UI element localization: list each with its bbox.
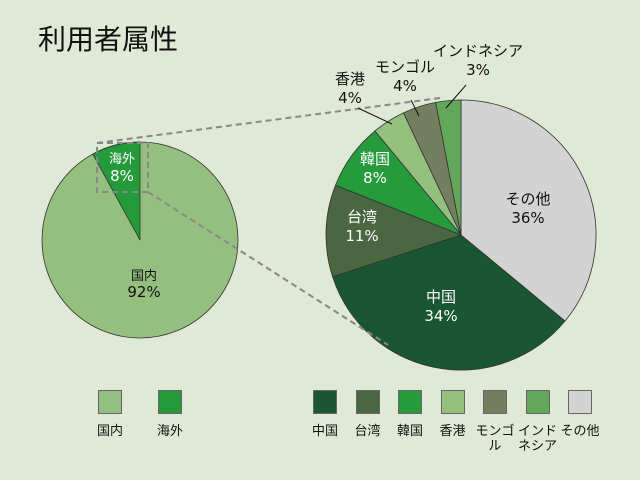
leader-line-mongolia bbox=[410, 99, 420, 117]
legend-swatch bbox=[355, 390, 380, 414]
pie-slice-1-2 bbox=[325, 184, 463, 278]
label-value-5: 4% bbox=[393, 77, 417, 95]
legend-item-6: インドネシア bbox=[516, 390, 560, 454]
label-value-6: 3% bbox=[466, 61, 490, 79]
legend-item-overseas: 海外 bbox=[148, 390, 192, 439]
legend-item-2: 台湾 bbox=[346, 390, 390, 439]
label-name-2: 台湾 bbox=[347, 208, 377, 226]
pie-slice-1-0 bbox=[460, 99, 597, 322]
connector-line-bottom bbox=[147, 191, 389, 346]
legend-label: 海外 bbox=[156, 424, 183, 439]
label-name-4: 香港 bbox=[335, 70, 365, 88]
label-overseas-value: 8% bbox=[110, 167, 134, 185]
label-domestic-value: 92% bbox=[127, 283, 160, 301]
label-value-1: 34% bbox=[424, 307, 457, 325]
label-overseas-name: 海外 bbox=[109, 152, 135, 167]
connector-line-top bbox=[96, 97, 441, 144]
legend-swatch bbox=[313, 390, 337, 414]
label-name-6: インドネシア bbox=[433, 42, 523, 60]
legend-swatch bbox=[98, 390, 122, 414]
label-value-2: 11% bbox=[345, 227, 378, 245]
legend-item-4: 香港 bbox=[431, 390, 475, 439]
legend-swatch bbox=[525, 390, 550, 414]
legend-label: その他 bbox=[560, 424, 600, 439]
legend-item-3: 韓国 bbox=[388, 390, 432, 439]
zoom-box bbox=[96, 142, 149, 193]
legend-item-1: 中国 bbox=[303, 390, 347, 439]
legend-label: 中国 bbox=[311, 424, 338, 439]
legend-swatch bbox=[398, 390, 422, 414]
legend-label: 台湾 bbox=[354, 424, 381, 439]
label-name-0: その他 bbox=[505, 190, 550, 208]
label-value-3: 8% bbox=[363, 169, 387, 187]
legend-swatch bbox=[483, 390, 507, 414]
legend-swatch bbox=[568, 390, 592, 414]
leader-line-hongkong bbox=[357, 107, 393, 125]
legend-item-0: その他 bbox=[558, 390, 602, 439]
label-name-1: 中国 bbox=[426, 288, 456, 306]
legend-label: 韓国 bbox=[396, 424, 423, 439]
label-name-5: モンゴル bbox=[375, 58, 435, 76]
legend-swatch bbox=[158, 390, 182, 414]
legend-item-5: モンゴル bbox=[473, 390, 517, 454]
label-value-4: 4% bbox=[338, 89, 362, 107]
legend-swatch bbox=[440, 390, 465, 414]
legend-label: 香港 bbox=[439, 424, 466, 439]
label-domestic-name: 国内 bbox=[131, 268, 157, 284]
leader-line-indonesia bbox=[445, 84, 467, 109]
legend-label: 国内 bbox=[96, 424, 123, 439]
label-name-3: 韓国 bbox=[360, 150, 390, 168]
label-value-0: 36% bbox=[511, 209, 544, 227]
pie-slice-1-6 bbox=[435, 99, 462, 236]
legend-label: インドネシア bbox=[517, 424, 557, 454]
legend-label: モンゴル bbox=[475, 424, 515, 454]
legend-item-domestic: 国内 bbox=[88, 390, 132, 439]
pie-slice-1-1 bbox=[332, 234, 566, 371]
chart-title: 利用者属性 bbox=[38, 23, 179, 56]
